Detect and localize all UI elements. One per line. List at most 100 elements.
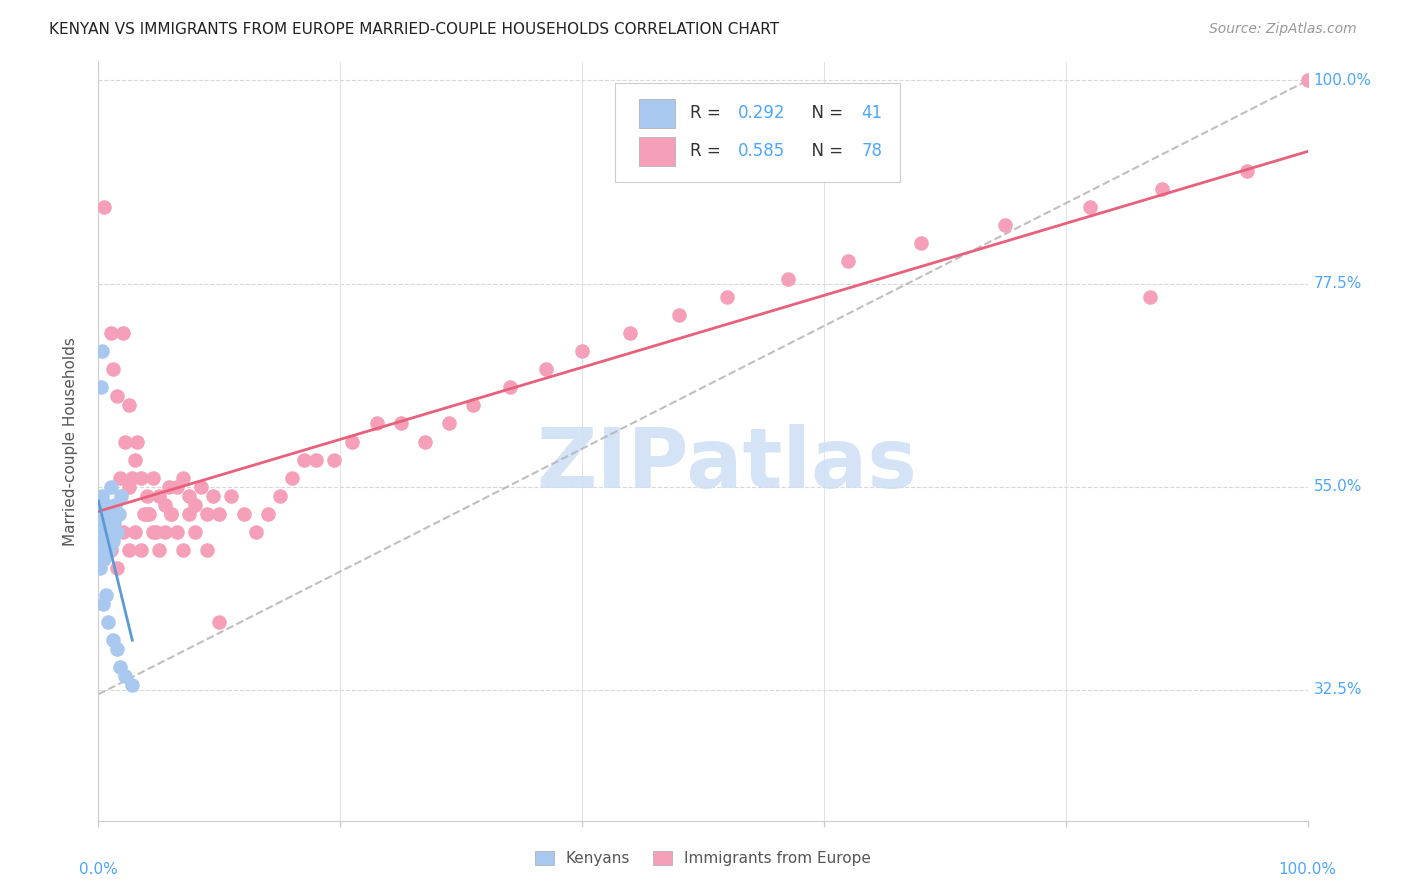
Point xyxy=(91,498,114,512)
Text: 77.5%: 77.5% xyxy=(1313,277,1362,291)
Point xyxy=(323,452,346,467)
FancyBboxPatch shape xyxy=(614,83,900,182)
Point xyxy=(104,498,127,512)
Point xyxy=(98,542,121,557)
Point xyxy=(142,470,165,484)
Point xyxy=(534,362,557,376)
Point xyxy=(269,489,291,503)
Text: KENYAN VS IMMIGRANTS FROM EUROPE MARRIED-COUPLE HOUSEHOLDS CORRELATION CHART: KENYAN VS IMMIGRANTS FROM EUROPE MARRIED… xyxy=(49,22,779,37)
Point xyxy=(1236,163,1258,178)
Point xyxy=(437,417,460,431)
Point xyxy=(202,489,225,503)
Point xyxy=(118,480,141,494)
Point xyxy=(114,669,136,683)
Point xyxy=(172,470,194,484)
Point xyxy=(413,434,436,449)
Point xyxy=(105,642,128,657)
Point xyxy=(292,452,315,467)
Point xyxy=(668,308,690,322)
Point xyxy=(305,452,328,467)
Point xyxy=(96,516,118,530)
Point xyxy=(837,254,859,268)
Point xyxy=(97,524,120,539)
Text: 41: 41 xyxy=(862,104,883,122)
Y-axis label: Married-couple Households: Married-couple Households xyxy=(63,337,77,546)
Point xyxy=(101,633,124,648)
Point xyxy=(134,507,156,521)
Point xyxy=(910,235,932,250)
Point xyxy=(93,200,115,214)
Point xyxy=(100,480,122,494)
Point xyxy=(111,326,134,341)
Point xyxy=(93,507,115,521)
Point xyxy=(100,507,122,521)
Point xyxy=(153,524,176,539)
Point xyxy=(108,507,131,521)
Point xyxy=(89,561,111,575)
Point xyxy=(89,542,111,557)
Point xyxy=(103,516,125,530)
Point xyxy=(135,507,157,521)
Point xyxy=(1152,182,1174,196)
Text: 0.292: 0.292 xyxy=(738,104,786,122)
Point xyxy=(111,524,134,539)
Point xyxy=(91,344,114,359)
Point xyxy=(195,542,218,557)
Point xyxy=(221,489,243,503)
Point xyxy=(498,380,520,394)
Point xyxy=(145,524,167,539)
Point xyxy=(105,524,128,539)
Point xyxy=(118,399,141,413)
Point xyxy=(98,516,121,530)
Point xyxy=(179,489,201,503)
Point xyxy=(118,542,141,557)
Text: R =: R = xyxy=(690,142,725,161)
Point xyxy=(776,272,799,286)
Point xyxy=(96,542,118,557)
Point xyxy=(91,542,114,557)
Point xyxy=(1078,200,1101,214)
Point xyxy=(389,417,412,431)
Text: 32.5%: 32.5% xyxy=(1313,682,1362,698)
Point xyxy=(281,470,304,484)
Point xyxy=(135,489,157,503)
Point xyxy=(97,615,120,629)
Point xyxy=(256,507,278,521)
Point xyxy=(232,507,254,521)
Point xyxy=(195,507,218,521)
Text: Source: ZipAtlas.com: Source: ZipAtlas.com xyxy=(1209,22,1357,37)
Text: 100.0%: 100.0% xyxy=(1313,73,1372,88)
Text: N =: N = xyxy=(801,104,848,122)
Point xyxy=(124,452,146,467)
Point xyxy=(716,290,738,304)
Text: 100.0%: 100.0% xyxy=(1278,863,1337,878)
Point xyxy=(463,399,485,413)
Text: 55.0%: 55.0% xyxy=(1313,479,1362,494)
Point xyxy=(571,344,593,359)
Text: R =: R = xyxy=(690,104,725,122)
Point xyxy=(101,533,124,548)
Point xyxy=(97,533,120,548)
Point xyxy=(129,470,152,484)
Point xyxy=(1139,290,1161,304)
FancyBboxPatch shape xyxy=(638,99,675,128)
Point xyxy=(127,434,149,449)
Point xyxy=(100,326,122,341)
Point xyxy=(166,524,188,539)
Text: 0.0%: 0.0% xyxy=(79,863,118,878)
Point xyxy=(93,552,115,566)
Point xyxy=(100,542,122,557)
Point xyxy=(179,507,201,521)
Point xyxy=(184,498,207,512)
Point xyxy=(142,524,165,539)
Point xyxy=(138,507,160,521)
Point xyxy=(89,524,111,539)
Point xyxy=(160,507,183,521)
Legend: Kenyans, Immigrants from Europe: Kenyans, Immigrants from Europe xyxy=(527,843,879,873)
Text: N =: N = xyxy=(801,142,848,161)
Point xyxy=(366,417,388,431)
Point xyxy=(90,524,112,539)
Point xyxy=(90,552,112,566)
Point xyxy=(184,524,207,539)
Text: 0.585: 0.585 xyxy=(738,142,786,161)
